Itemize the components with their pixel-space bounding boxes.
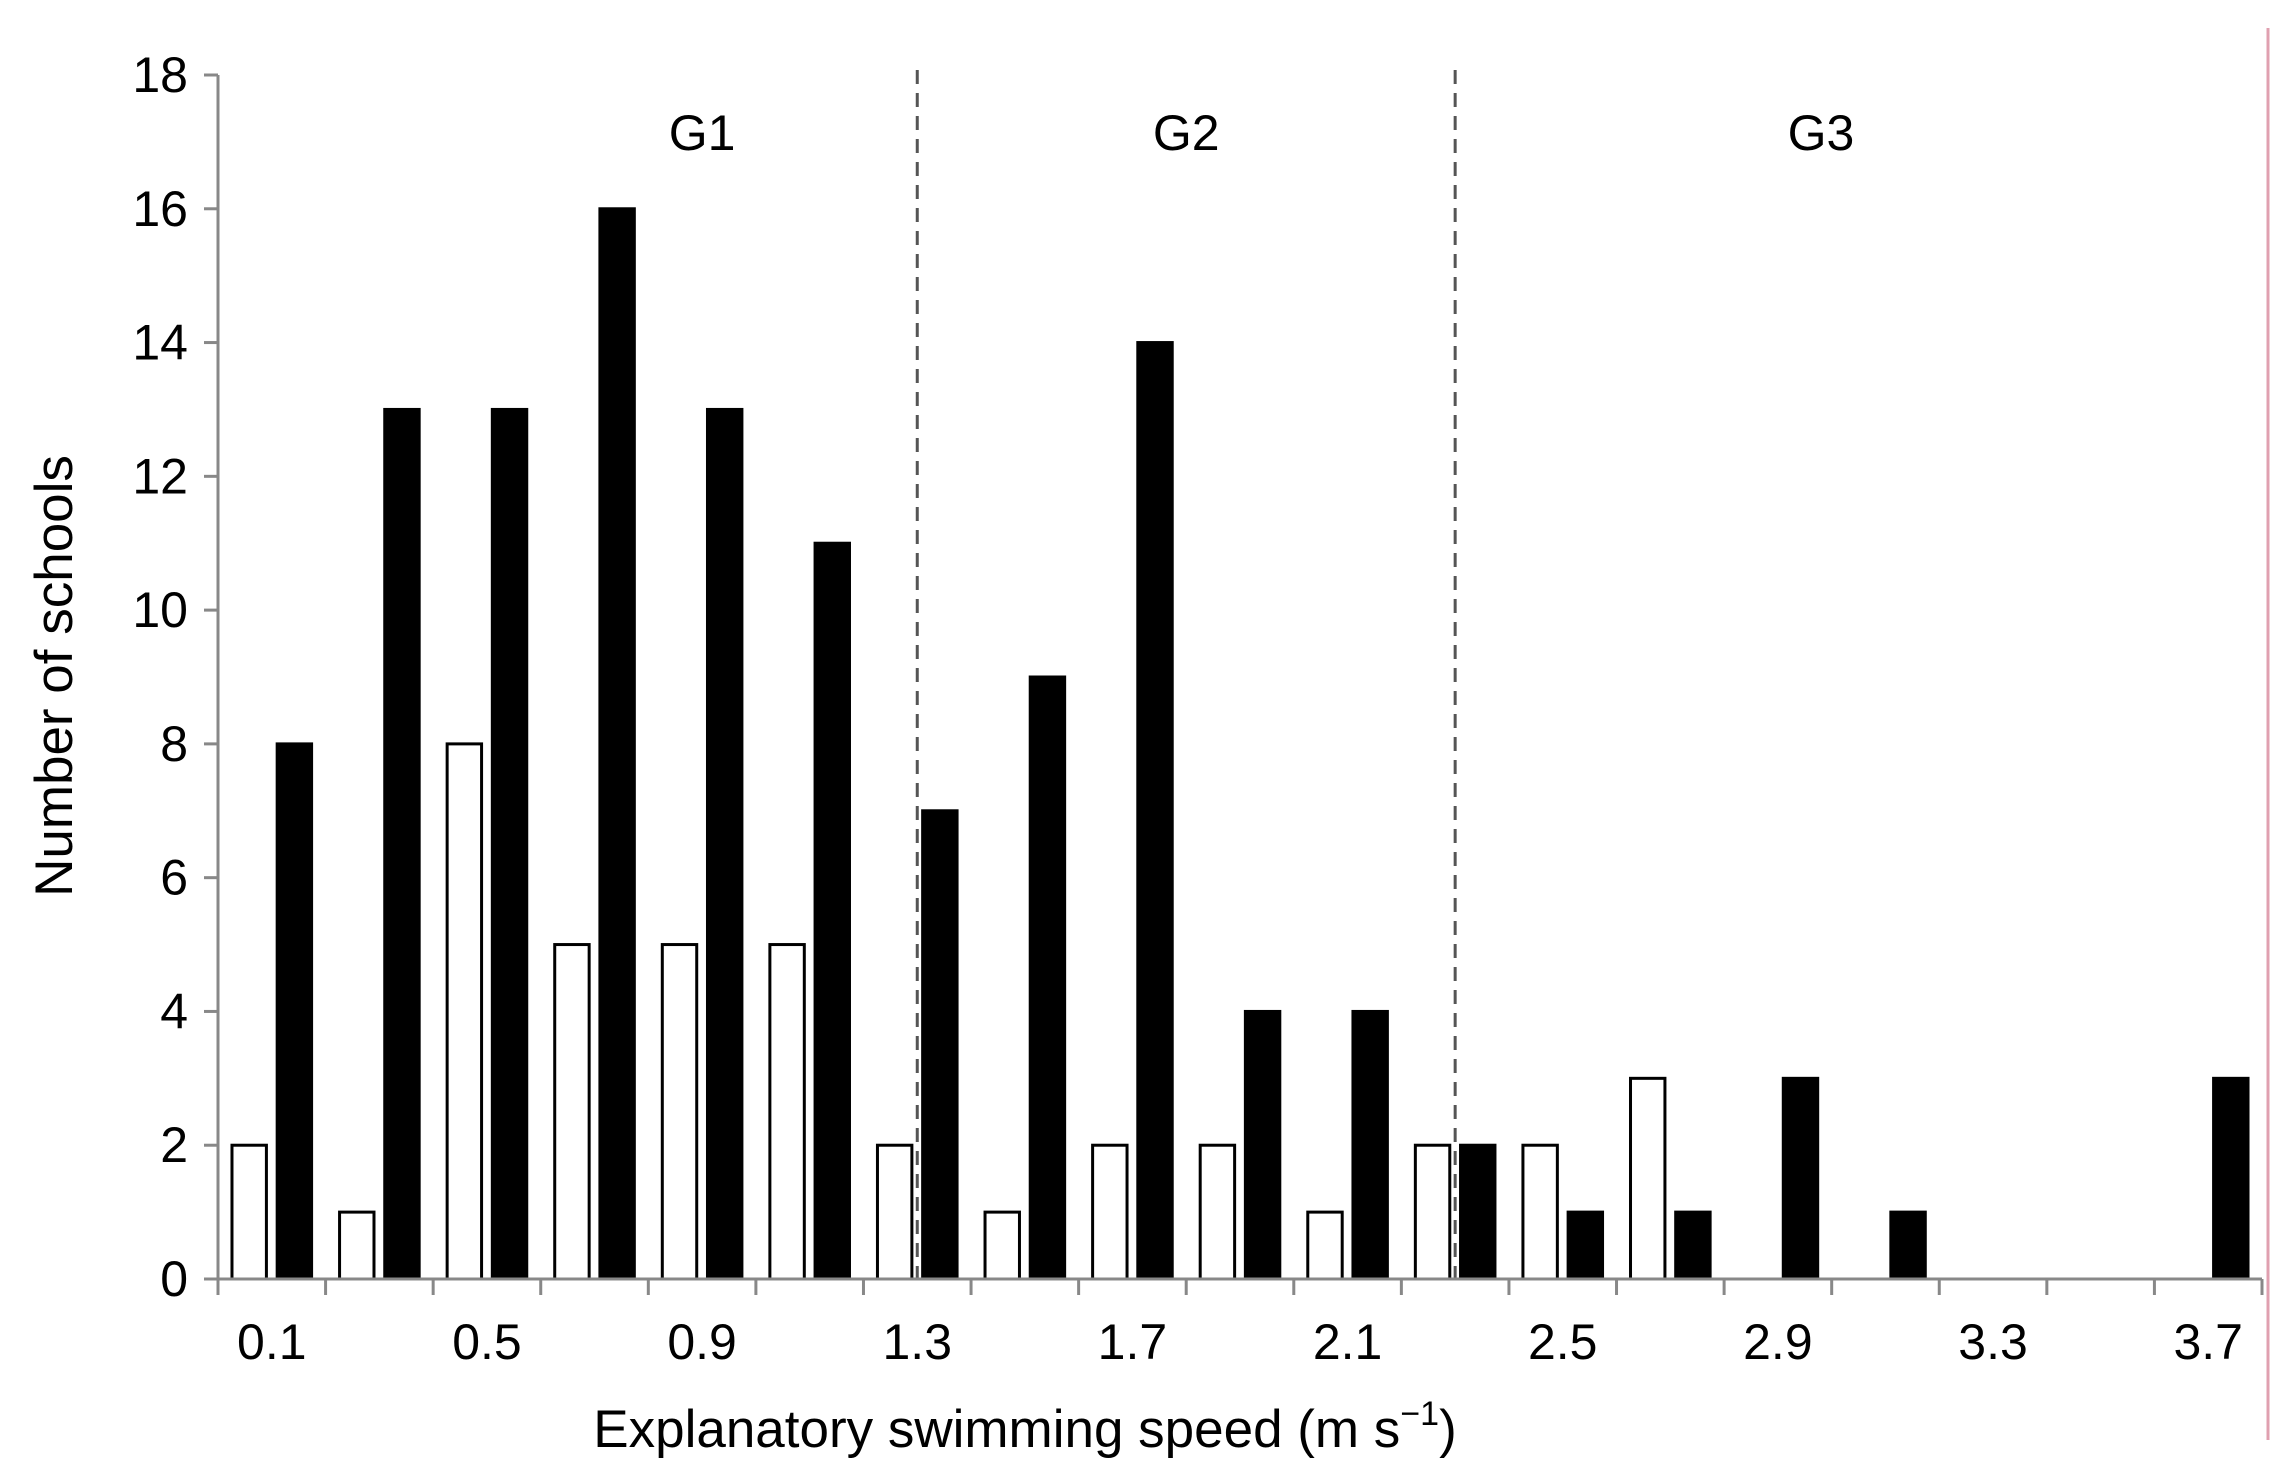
y-tick-label-14: 14 <box>132 315 188 371</box>
x-axis-title-main: Explanatory swimming speed (m s <box>593 1400 1400 1459</box>
y-tick-label-0: 0 <box>160 1251 188 1307</box>
bar-open-2.7 <box>1629 1076 1667 1281</box>
y-tick-label-8: 8 <box>160 716 188 772</box>
bar-filled-3.7 <box>2212 1076 2250 1281</box>
bar-open-1.1 <box>768 943 806 1281</box>
bar-filled-0.7 <box>598 207 636 1281</box>
bar-filled-3.1 <box>1889 1210 1927 1281</box>
bar-filled-0.5 <box>490 407 529 1281</box>
bar-open-1.5 <box>983 1210 1021 1281</box>
bar-filled-1.7 <box>1136 341 1174 1281</box>
y-tick-label-16: 16 <box>132 181 188 237</box>
bar-layer <box>230 207 2250 1281</box>
divider-layer: G1 G2 G3 <box>669 70 1855 1279</box>
bar-open-2.1 <box>1306 1210 1344 1281</box>
bar-open-1.9 <box>1198 1143 1237 1281</box>
bar-filled-2.5 <box>1566 1210 1605 1281</box>
bar-open-0.5 <box>445 742 484 1281</box>
x-tick-label-2.1: 2.1 <box>1313 1314 1383 1370</box>
bar-filled-2.9 <box>1781 1076 1820 1281</box>
x-tick-label-3.7: 3.7 <box>2173 1314 2243 1370</box>
bar-open-0.9 <box>660 943 699 1281</box>
axis-layer: 0 2 4 6 8 10 12 14 16 18 0.1 0.5 0.9 1.3 1.7 2.1 2.5 2.9 3… <box>132 47 2264 1370</box>
bar-filled-1.3 <box>921 809 959 1281</box>
bar-filled-0.3 <box>383 407 421 1281</box>
x-tick-label-0.9: 0.9 <box>667 1314 737 1370</box>
x-tick-label-2.9: 2.9 <box>1743 1314 1813 1370</box>
bar-open-0.1 <box>230 1143 268 1281</box>
bar-filled-2.7 <box>1674 1210 1712 1281</box>
x-tick-label-1.7: 1.7 <box>1098 1314 1168 1370</box>
group-label-g1: G1 <box>669 105 736 161</box>
x-axis-title-superscript: −1 <box>1400 1395 1439 1433</box>
bar-filled-0.9 <box>705 407 744 1281</box>
bar-filled-0.1 <box>275 742 314 1281</box>
bar-filled-1.1 <box>813 541 851 1281</box>
group-label-g2: G2 <box>1153 105 1220 161</box>
y-tick-label-18: 18 <box>132 47 188 103</box>
bar-open-0.3 <box>338 1210 376 1281</box>
y-axis-title: Number of schools <box>25 455 84 897</box>
bar-open-1.3 <box>875 1143 914 1281</box>
bar-filled-2.3 <box>1459 1143 1497 1281</box>
bar-filled-1.9 <box>1243 1009 1282 1281</box>
bar-open-1.7 <box>1091 1143 1129 1281</box>
x-tick-label-0.5: 0.5 <box>452 1314 522 1370</box>
y-tick-label-2: 2 <box>160 1117 188 1173</box>
y-tick-label-10: 10 <box>132 582 188 638</box>
x-tick-label-2.5: 2.5 <box>1528 1314 1598 1370</box>
bar-open-2.5 <box>1521 1143 1559 1281</box>
x-tick-label-3.3: 3.3 <box>1958 1314 2028 1370</box>
bar-filled-1.5 <box>1028 675 1067 1281</box>
bar-open-2.3 <box>1413 1143 1452 1281</box>
y-tick-label-12: 12 <box>132 448 188 504</box>
x-tick-label-0.1: 0.1 <box>237 1314 307 1370</box>
x-axis-title-suffix: ) <box>1439 1400 1457 1459</box>
y-tick-label-4: 4 <box>160 983 188 1039</box>
group-label-g3: G3 <box>1788 105 1855 161</box>
x-axis-title: Explanatory swimming speed (m s−1) <box>593 1395 1456 1459</box>
y-tick-label-6: 6 <box>160 850 188 906</box>
x-tick-label-1.3: 1.3 <box>883 1314 953 1370</box>
bar-open-0.7 <box>553 943 591 1281</box>
bar-filled-2.1 <box>1351 1009 1389 1281</box>
